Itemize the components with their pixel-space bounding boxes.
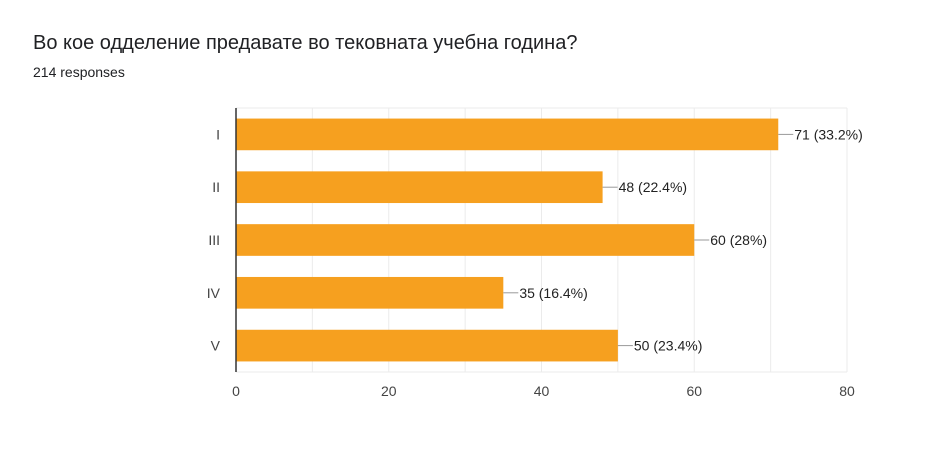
category-label: II bbox=[212, 179, 220, 195]
bar-III bbox=[236, 224, 695, 256]
category-label: III bbox=[208, 232, 220, 248]
x-tick-label: 0 bbox=[232, 383, 240, 399]
x-tick-label: 20 bbox=[381, 383, 397, 399]
bar-IV bbox=[236, 276, 504, 309]
data-label: 50 (23.4%) bbox=[634, 338, 702, 354]
category-label: V bbox=[211, 338, 221, 354]
data-label: 48 (22.4%) bbox=[619, 179, 687, 195]
data-label: 60 (28%) bbox=[710, 232, 767, 248]
bar-V bbox=[236, 329, 618, 362]
x-tick-label: 60 bbox=[686, 383, 702, 399]
response-count: 214 responses bbox=[33, 64, 125, 80]
data-label: 71 (33.2%) bbox=[794, 126, 862, 142]
x-tick-label: 40 bbox=[534, 383, 550, 399]
bar-I bbox=[236, 118, 779, 151]
data-label: 35 (16.4%) bbox=[519, 285, 587, 301]
category-label: IV bbox=[207, 285, 221, 301]
category-label: I bbox=[216, 126, 220, 142]
x-tick-label: 80 bbox=[839, 383, 855, 399]
chart-title: Во кое одделение предавате во тековната … bbox=[33, 32, 578, 54]
bar-II bbox=[236, 171, 603, 204]
